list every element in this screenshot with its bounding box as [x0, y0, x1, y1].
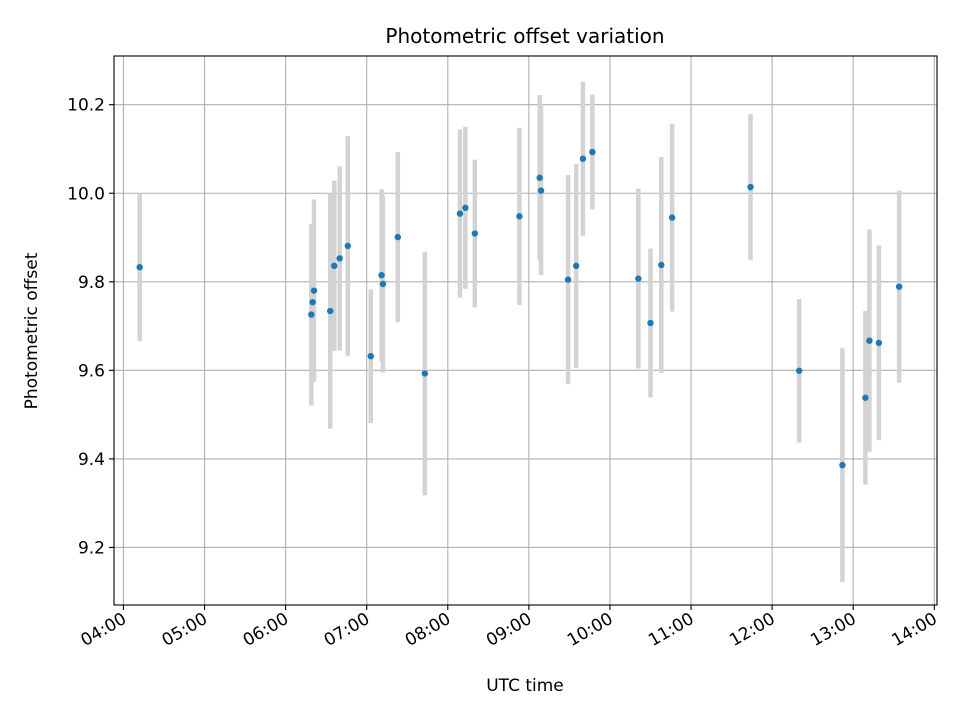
tick-layer: 04:00 05:00 06:00 07:00 08:00 09:00 10:00 11:00… — [67, 96, 941, 651]
data-point — [516, 213, 523, 220]
data-point — [331, 262, 338, 270]
data-point — [537, 187, 545, 194]
data-point — [658, 261, 665, 269]
data-point — [839, 461, 846, 469]
x-tick-label: 11:00 — [645, 609, 697, 651]
data-point — [336, 255, 343, 262]
data-point — [589, 148, 596, 156]
y-tick-label: 9.4 — [78, 450, 105, 470]
data-point — [866, 337, 873, 344]
x-tick-label: 05:00 — [159, 609, 211, 651]
data-point — [895, 283, 903, 290]
data-point — [471, 230, 479, 237]
y-tick-label: 9.2 — [78, 538, 105, 558]
x-tick-label: 14:00 — [888, 609, 940, 651]
y-tick-label: 10.0 — [67, 184, 105, 204]
data-point — [579, 155, 587, 162]
data-point — [136, 263, 143, 271]
data-point — [668, 214, 676, 221]
x-tick-label: 07:00 — [321, 609, 373, 651]
errorbar-layer — [137, 81, 902, 582]
x-tick-label: 10:00 — [564, 609, 616, 651]
plot-frame — [113, 55, 938, 606]
data-point — [310, 287, 318, 294]
point-layer — [136, 148, 903, 469]
data-point — [367, 352, 374, 360]
grid-layer — [114, 56, 937, 605]
y-tick-label: 10.2 — [67, 96, 105, 116]
data-point — [647, 319, 654, 327]
y-axis-label: Photometric offset — [22, 252, 42, 409]
x-tick-label: 08:00 — [402, 609, 454, 651]
data-point — [309, 298, 316, 306]
chart-title: Photometric offset variation — [385, 24, 664, 48]
x-tick-label: 13:00 — [807, 609, 859, 651]
data-point — [394, 233, 401, 241]
x-tick-label: 06:00 — [240, 609, 292, 651]
data-point — [747, 183, 754, 191]
data-point — [862, 394, 869, 401]
x-tick-label: 09:00 — [483, 609, 535, 651]
y-tick-label: 9.6 — [78, 361, 105, 381]
data-point — [379, 280, 387, 288]
data-point — [421, 370, 429, 377]
x-tick-label: 12:00 — [726, 609, 778, 651]
data-point — [456, 210, 464, 217]
data-point — [327, 307, 334, 315]
x-axis-label: UTC time — [486, 676, 564, 696]
data-point — [635, 275, 642, 282]
data-point — [536, 174, 543, 181]
data-point — [378, 271, 385, 279]
data-point — [795, 367, 803, 374]
data-point — [875, 339, 883, 347]
data-point — [572, 262, 580, 270]
y-tick-label: 9.8 — [78, 273, 105, 293]
data-point — [344, 242, 351, 250]
data-point — [308, 311, 315, 318]
x-tick-label: 04:00 — [78, 609, 130, 651]
data-point — [564, 276, 572, 283]
data-point — [462, 204, 469, 212]
